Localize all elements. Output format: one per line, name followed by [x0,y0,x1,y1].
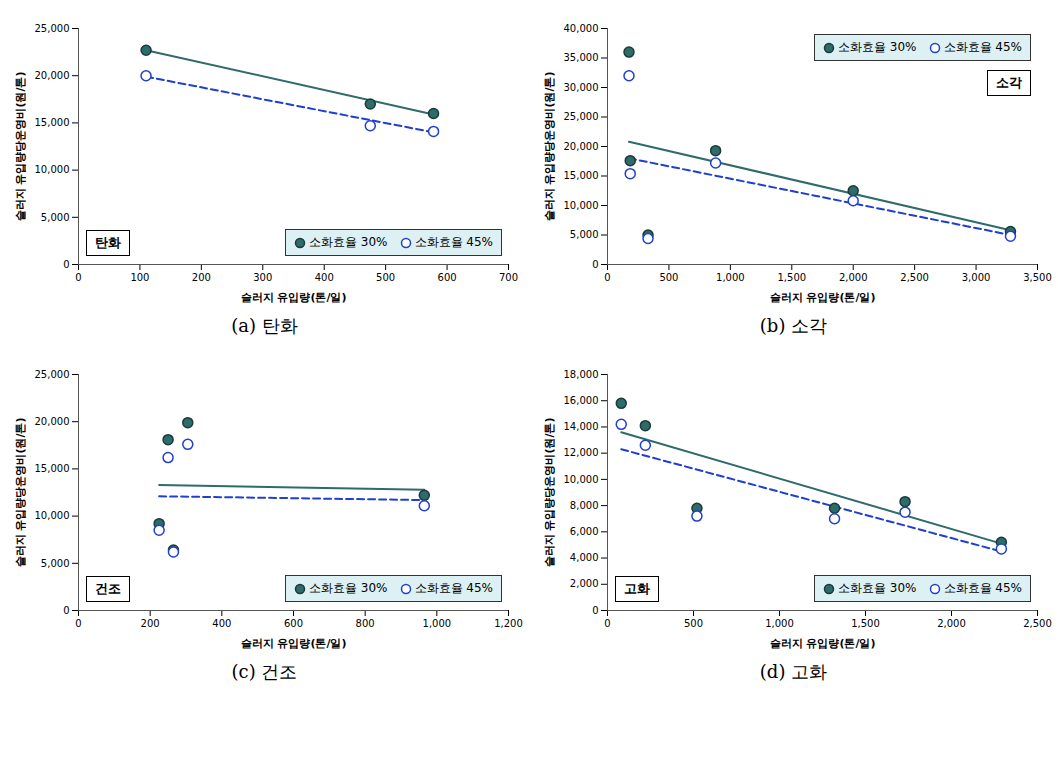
svg-text:600: 600 [438,272,457,283]
svg-text:1,500: 1,500 [851,618,880,629]
html-text:소화효율 30%: 소화효율 30% [309,581,388,595]
svg-text:2,000: 2,000 [570,578,599,589]
svg-text:14,000: 14,000 [564,421,599,432]
html-text:소화효율 45%: 소화효율 45% [943,581,1022,595]
svg-text:500: 500 [376,272,395,283]
svg-text:35,000: 35,000 [564,52,599,63]
svg-text:0: 0 [63,259,69,270]
svg-text:슬러지 유입량당운영비(원/톤): 슬러지 유입량당운영비(원/톤) [14,418,27,568]
svg-text:2,000: 2,000 [839,272,868,283]
svg-text:2,500: 2,500 [1023,618,1052,629]
svg-text:200: 200 [192,272,211,283]
svg-text:슬러지 유입량(톤/일): 슬러지 유입량(톤/일) [241,291,347,304]
svg-text:1,000: 1,000 [716,272,745,283]
svg-text:6,000: 6,000 [570,526,599,537]
html-text:(b) 소각: (b) 소각 [759,315,828,336]
svg-text:400: 400 [315,272,334,283]
html-text:소화효율 30%: 소화효율 30% [838,40,917,54]
svg-text:500: 500 [659,272,678,283]
html-text:(c) 건조: (c) 건조 [231,661,298,682]
svg-text:25,000: 25,000 [35,369,70,380]
html-text:건조: 건조 [95,581,121,596]
svg-text:1,200: 1,200 [494,618,523,629]
svg-text:400: 400 [212,618,231,629]
html-text:소화효율 30%: 소화효율 30% [838,581,917,595]
svg-text:2,500: 2,500 [900,272,929,283]
svg-text:슬러지 유입량(톤/일): 슬러지 유입량(톤/일) [770,291,876,304]
svg-text:10,000: 10,000 [35,164,70,175]
svg-text:700: 700 [499,272,518,283]
svg-text:0: 0 [75,618,81,629]
svg-text:0: 0 [604,272,610,283]
svg-text:20,000: 20,000 [35,416,70,427]
svg-text:10,000: 10,000 [564,474,599,485]
svg-text:2,000: 2,000 [937,618,966,629]
svg-text:40,000: 40,000 [564,23,599,34]
svg-text:200: 200 [141,618,160,629]
svg-text:20,000: 20,000 [35,70,70,81]
svg-text:1,000: 1,000 [423,618,452,629]
svg-text:800: 800 [356,618,375,629]
html-text:소화효율 45%: 소화효율 45% [943,40,1022,54]
html-text:(d) 고화: (d) 고화 [759,661,828,682]
svg-text:0: 0 [604,618,610,629]
svg-text:슬러지 유입량당운영비(원/톤): 슬러지 유입량당운영비(원/톤) [543,418,556,568]
svg-text:8,000: 8,000 [570,500,599,511]
html-text:소화효율 45%: 소화효율 45% [414,581,493,595]
svg-text:12,000: 12,000 [564,447,599,458]
svg-text:25,000: 25,000 [564,111,599,122]
svg-text:슬러지 유입량당운영비(원/톤): 슬러지 유입량당운영비(원/톤) [14,72,27,222]
svg-text:4,000: 4,000 [570,552,599,563]
html-text:고화: 고화 [624,581,650,596]
html-text:소화효율 45%: 소화효율 45% [414,235,493,249]
html-text:탄화: 탄화 [95,235,121,250]
svg-text:1,000: 1,000 [765,618,794,629]
svg-text:30,000: 30,000 [564,82,599,93]
html-text:소화효율 30%: 소화효율 30% [309,235,388,249]
svg-text:1,500: 1,500 [777,272,806,283]
svg-text:600: 600 [284,618,303,629]
svg-text:16,000: 16,000 [564,395,599,406]
svg-text:3,000: 3,000 [962,272,991,283]
html-text:소각: 소각 [996,75,1022,90]
svg-text:15,000: 15,000 [35,117,70,128]
svg-text:100: 100 [130,272,149,283]
svg-text:10,000: 10,000 [564,200,599,211]
svg-text:15,000: 15,000 [564,170,599,181]
html-text:(a) 탄화: (a) 탄화 [231,315,298,336]
svg-text:10,000: 10,000 [35,510,70,521]
svg-text:300: 300 [253,272,272,283]
svg-text:슬러지 유입량(톤/일): 슬러지 유입량(톤/일) [241,637,347,650]
svg-text:5,000: 5,000 [570,229,599,240]
svg-text:3,500: 3,500 [1023,272,1052,283]
svg-text:25,000: 25,000 [35,23,70,34]
svg-text:0: 0 [63,605,69,616]
svg-text:0: 0 [75,272,81,283]
svg-text:15,000: 15,000 [35,463,70,474]
svg-text:0: 0 [592,259,598,270]
svg-text:5,000: 5,000 [41,212,70,223]
svg-text:슬러지 유입량당운영비(원/톤): 슬러지 유입량당운영비(원/톤) [543,72,556,222]
svg-text:20,000: 20,000 [564,141,599,152]
svg-text:슬러지 유입량(톤/일): 슬러지 유입량(톤/일) [770,637,876,650]
svg-text:5,000: 5,000 [41,558,70,569]
svg-text:18,000: 18,000 [564,369,599,380]
svg-text:0: 0 [592,605,598,616]
svg-text:500: 500 [684,618,703,629]
